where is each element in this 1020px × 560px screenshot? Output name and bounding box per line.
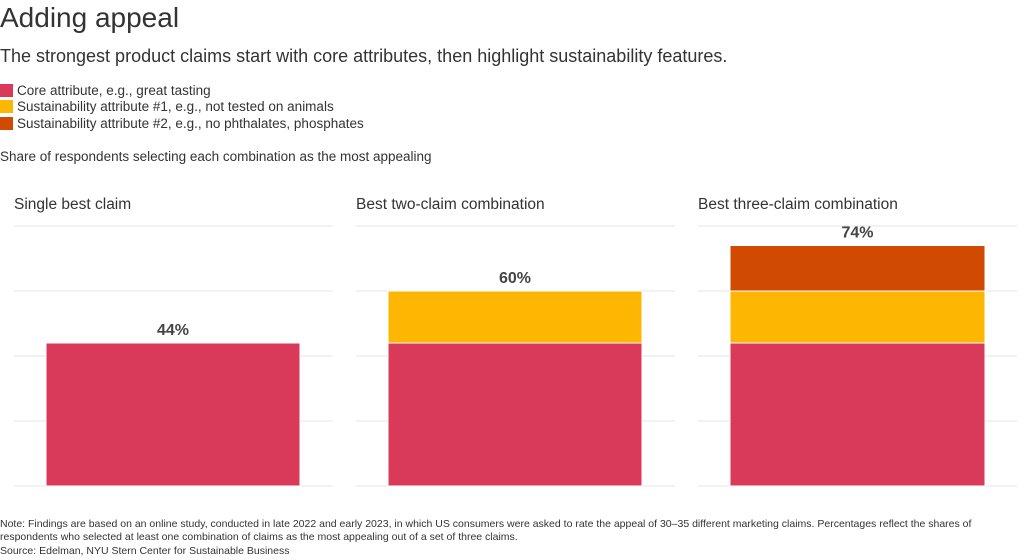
panel-title-three: Best three-claim combination — [698, 196, 898, 213]
bar-segment-core — [387, 342, 643, 487]
legend-swatch-core — [0, 83, 13, 97]
legend-label-sustainability-1: Sustainability attribute #1, e.g., not t… — [17, 99, 334, 115]
panel-title-single: Single best claim — [14, 196, 132, 213]
bar-chart: 44% 60% 74% — [14, 225, 1017, 487]
chart-caption: Share of respondents selecting each comb… — [0, 149, 432, 164]
footnote-source: Source: Edelman, NYU Stern Center for Su… — [0, 544, 290, 557]
data-label-total: 60% — [499, 270, 531, 287]
chart-subtitle: The strongest product claims start with … — [0, 46, 728, 66]
legend-swatch-sustainability-1 — [0, 100, 13, 114]
bar-segment-core — [729, 342, 986, 487]
data-label-total: 44% — [157, 322, 189, 339]
footnote: Note: Findings are based on an online st… — [0, 518, 1010, 558]
legend-label-core: Core attribute, e.g., great tasting — [17, 82, 211, 98]
bar-segment-sustainability-1 — [729, 290, 986, 344]
legend-label-sustainability-2: Sustainability attribute #2, e.g., no ph… — [17, 115, 364, 131]
chart-title: Adding appeal — [0, 2, 180, 33]
data-label-total: 74% — [841, 225, 873, 242]
legend-swatch-sustainability-2 — [0, 116, 13, 130]
legend-item-sustainability-2: Sustainability attribute #2, e.g., no ph… — [0, 115, 364, 132]
bar-segment-sustainability-1 — [387, 290, 643, 344]
panel-title-two: Best two-claim combination — [356, 196, 545, 213]
legend: Core attribute, e.g., great tasting Sust… — [0, 82, 364, 132]
bar-segment-sustainability-2 — [729, 245, 986, 292]
legend-item-sustainability-1: Sustainability attribute #1, e.g., not t… — [0, 99, 364, 116]
legend-item-core: Core attribute, e.g., great tasting — [0, 82, 364, 99]
bar-segment-core — [45, 342, 301, 487]
footnote-note: Note: Findings are based on an online st… — [0, 518, 972, 544]
